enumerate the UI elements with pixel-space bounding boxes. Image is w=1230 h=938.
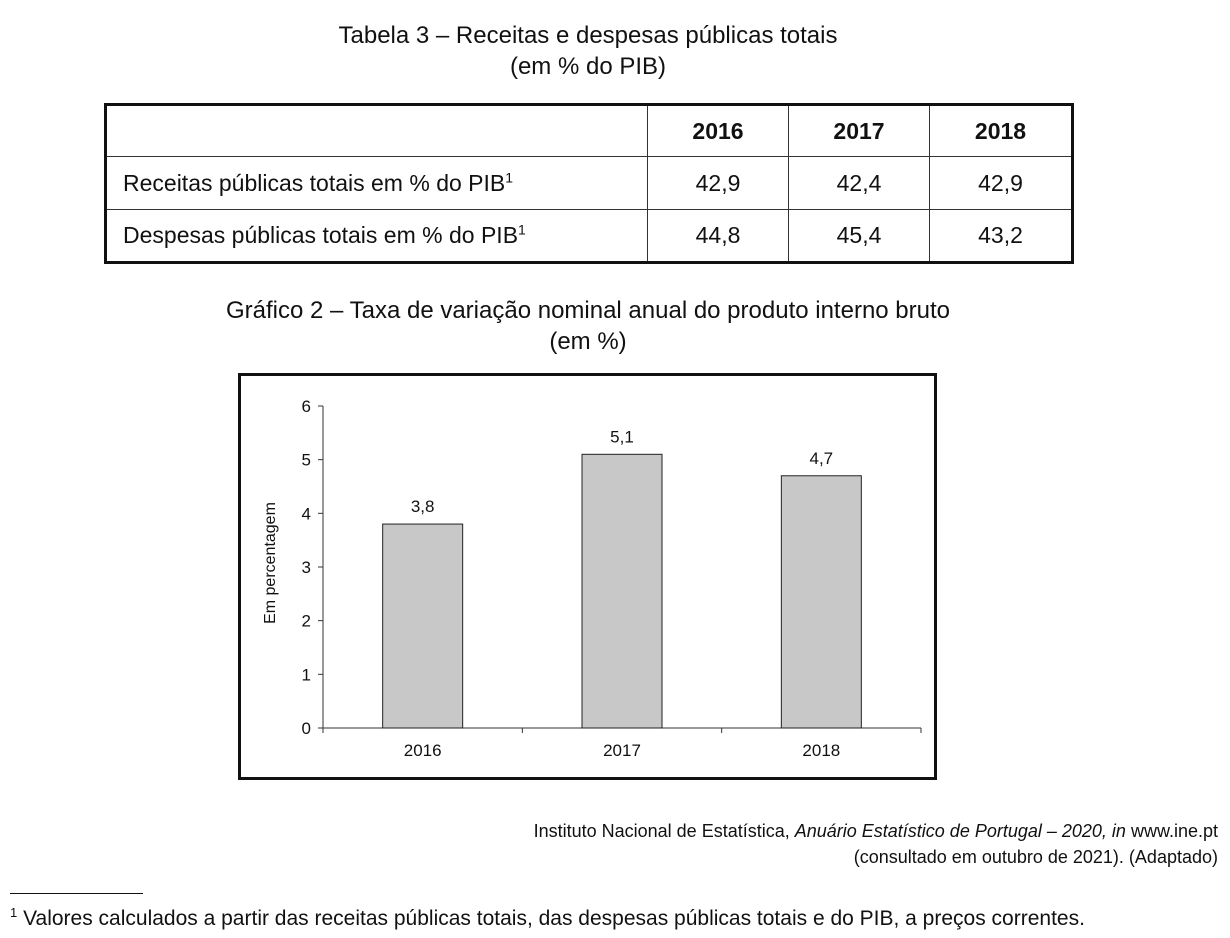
source-url: www.ine.pt (1125, 821, 1218, 841)
footnote-number: 1 (10, 905, 18, 920)
y-tick-label: 2 (302, 612, 311, 631)
y-tick-label: 5 (302, 451, 311, 470)
footnote-mark: 1 (518, 221, 526, 238)
x-tick-label: 2017 (603, 741, 641, 760)
y-axis-label: Em percentagem (262, 502, 279, 624)
table-header-empty (105, 104, 648, 157)
y-tick-label: 4 (302, 504, 311, 523)
bar-chart: 0 1 2 3 4 5 6 2016 2017 2018 3,8 5,1 4,7 Em percen… (262, 397, 922, 760)
source-line-1: Instituto Nacional de Estatística, Anuár… (534, 818, 1218, 844)
bar (581, 453, 663, 729)
source-citation: Instituto Nacional de Estatística, Anuár… (534, 818, 1218, 870)
table-cell: 44,8 (647, 209, 789, 263)
chart-title-block: Gráfico 2 – Taxa de variação nominal anu… (0, 295, 1176, 357)
y-tick-label: 0 (302, 719, 311, 738)
source-line-2: (consultado em outubro de 2021). (Adapta… (853, 847, 1218, 867)
table-cell: 42,9 (929, 156, 1073, 210)
y-axis: 0 1 2 3 4 5 6 (302, 397, 324, 738)
chart-subtitle: (em %) (549, 328, 627, 355)
bar (780, 475, 862, 729)
row-label-text: Despesas públicas totais em % do PIB (123, 222, 519, 248)
y-tick-label: 3 (302, 558, 311, 577)
bar-value-label: 4,7 (810, 449, 834, 468)
y-tick-label: 1 (302, 665, 311, 684)
bar (382, 523, 464, 729)
footnote-divider (10, 893, 143, 894)
table-title: Tabela 3 – Receitas e despesas públicas … (338, 22, 838, 49)
bar-chart-frame: 0 1 2 3 4 5 6 2016 2017 2018 3,8 5,1 4,7 Em percen… (238, 373, 937, 780)
table-subtitle: (em % do PIB) (509, 53, 667, 80)
x-tick-label: 2016 (404, 741, 442, 760)
x-tick-label: 2018 (802, 741, 840, 760)
table-cell: 45,4 (788, 209, 930, 263)
bar-value-label: 5,1 (610, 427, 634, 446)
table-header-row: 2016 2017 2018 (105, 104, 1073, 157)
row-label-text: Receitas públicas totais em % do PIB (123, 169, 506, 196)
row-label: Receitas públicas totais em % do PIB1 (105, 156, 648, 210)
footnote: 1 Valores calculados a partir das receit… (10, 905, 1085, 933)
footnote-mark: 1 (505, 168, 514, 185)
table-header-cell: 2016 (647, 104, 789, 157)
row-label: Despesas públicas totais em % do PIB1 (105, 209, 648, 263)
y-tick-label: 6 (302, 397, 311, 416)
x-axis: 2016 2017 2018 (322, 727, 922, 760)
table-title-block: Tabela 3 – Receitas e despesas públicas … (0, 20, 1176, 82)
bars: 3,8 5,1 4,7 (382, 427, 862, 729)
source-publication: Anuário Estatístico de Portugal – 2020, … (794, 821, 1126, 841)
table-cell: 43,2 (929, 209, 1073, 263)
table-header-cell: 2018 (929, 104, 1073, 157)
table-row: Despesas públicas totais em % do PIB1 44… (105, 209, 1073, 263)
revenue-expense-table: 2016 2017 2018 Receitas públicas totais … (104, 103, 1074, 264)
table-row: Receitas públicas totais em % do PIB1 42… (105, 156, 1073, 210)
source-publisher: Instituto Nacional de Estatística, (533, 821, 795, 841)
table-header-cell: 2017 (788, 104, 930, 157)
bar-value-label: 3,8 (411, 497, 435, 516)
chart-title: Gráfico 2 – Taxa de variação nominal anu… (225, 297, 951, 324)
footnote-text: Valores calculados a partir das receitas… (23, 907, 1085, 930)
table-cell: 42,9 (647, 156, 789, 210)
table-cell: 42,4 (788, 156, 930, 210)
